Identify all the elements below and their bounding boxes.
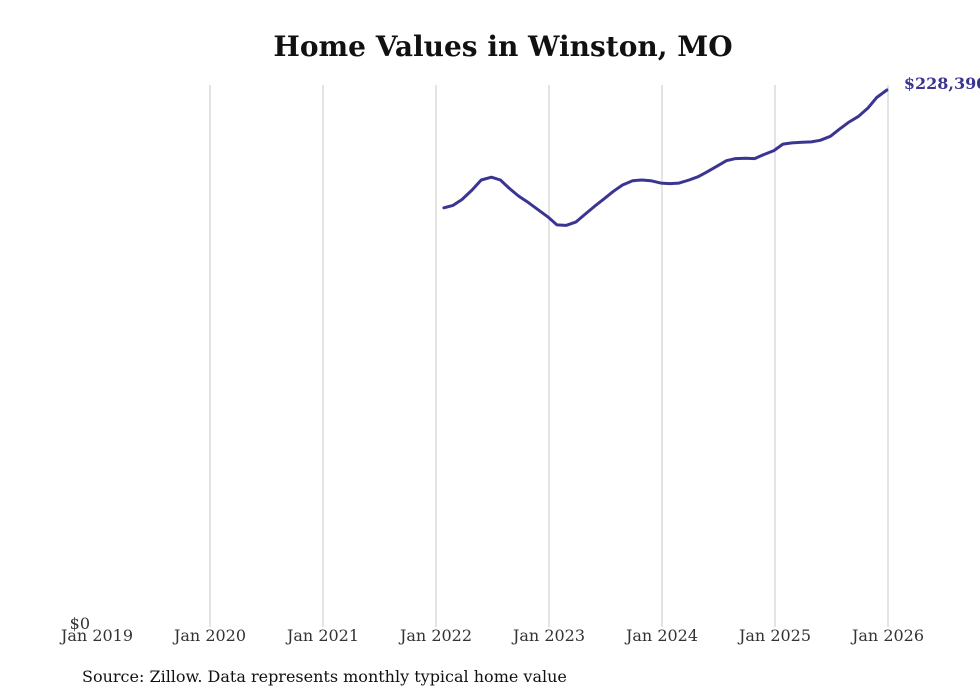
- x-tick-label: Jan 2025: [737, 626, 811, 645]
- x-tick-label: Jan 2019: [59, 626, 133, 645]
- x-tick-label: Jan 2022: [398, 626, 472, 645]
- x-tick-label: Jan 2023: [511, 626, 585, 645]
- y-tick-label: $0: [70, 614, 90, 633]
- x-tick-label: Jan 2020: [172, 626, 246, 645]
- series-line: [442, 88, 889, 227]
- chart-title: Home Values in Winston, MO: [273, 30, 733, 63]
- x-tick-label: Jan 2026: [850, 626, 924, 645]
- end-value-label: $228,390: [904, 74, 980, 93]
- x-tick-label: Jan 2021: [285, 626, 359, 645]
- gridlines: [209, 85, 889, 627]
- y-axis-ticks: $0: [70, 614, 90, 633]
- x-axis-ticks: Jan 2019 Jan 2020 Jan 2021 Jan 2022 Jan 2023…: [59, 626, 924, 645]
- series-layer: $228,390: [442, 74, 980, 227]
- x-tick-label: Jan 2024: [624, 626, 698, 645]
- source-note: Source: Zillow. Data represents monthly …: [82, 667, 567, 686]
